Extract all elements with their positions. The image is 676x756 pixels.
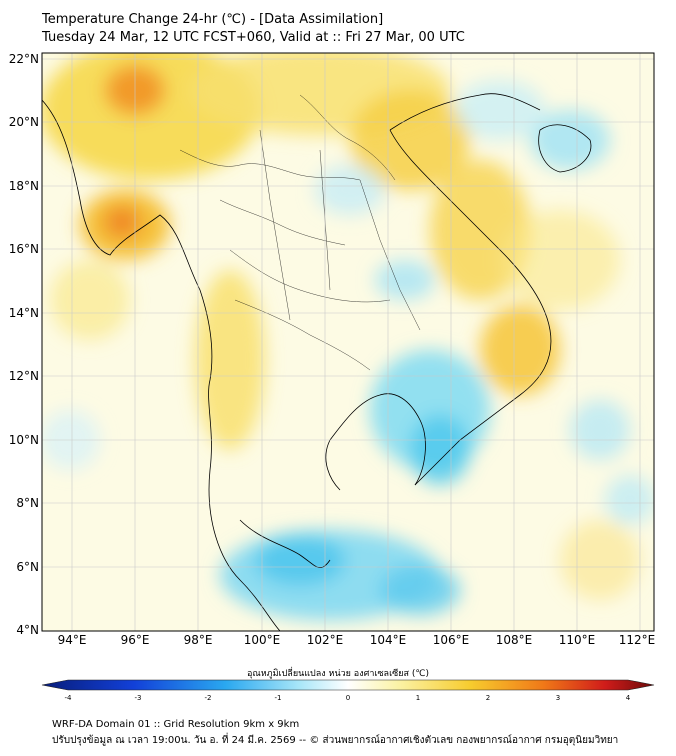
lat-label: 22°N <box>9 52 39 66</box>
map-title: Temperature Change 24-hr (℃) - [Data Ass… <box>42 12 384 27</box>
colorbar-gradient <box>41 679 655 691</box>
map-frame <box>41 52 655 632</box>
footer-model-info: WRF-DA Domain 01 :: Grid Resolution 9km … <box>52 719 300 730</box>
lat-label: 20°N <box>9 115 39 129</box>
lat-label: 16°N <box>9 242 39 256</box>
colorbar-tick: -3 <box>135 694 142 702</box>
lon-label: 112°E <box>619 633 656 647</box>
colorbar-tick: 1 <box>416 694 420 702</box>
lon-label: 102°E <box>307 633 344 647</box>
lon-label: 110°E <box>559 633 596 647</box>
lat-label: 4°N <box>16 623 39 637</box>
colorbar-tick: 3 <box>556 694 560 702</box>
lon-label: 94°E <box>58 633 87 647</box>
lon-label: 98°E <box>184 633 213 647</box>
lon-label: 100°E <box>244 633 281 647</box>
colorbar: -4 -3 -2 -1 0 1 2 3 4 <box>41 679 655 702</box>
colorbar-label: อุณหภูมิเปลี่ยนแปลง หน่วย องศาเซลเซียส (… <box>246 669 430 679</box>
province-borders <box>179 94 421 371</box>
lat-label: 6°N <box>16 560 39 574</box>
lon-label: 106°E <box>433 633 470 647</box>
colorbar-tick: 4 <box>626 694 631 702</box>
map-subtitle: Tuesday 24 Mar, 12 UTC FCST+060, Valid a… <box>42 30 465 45</box>
temperature-field <box>42 53 654 631</box>
lon-label: 108°E <box>496 633 533 647</box>
lon-label: 104°E <box>370 633 407 647</box>
colorbar-tick: -1 <box>275 694 282 702</box>
lat-label: 18°N <box>9 179 39 193</box>
lat-label: 12°N <box>9 369 39 383</box>
lat-label: 10°N <box>9 433 39 447</box>
lat-label: 14°N <box>9 306 39 320</box>
colorbar-tick: -2 <box>205 694 212 702</box>
colorbar-tick: -4 <box>65 694 73 702</box>
footer-credit: ปรับปรุงข้อมูล ณ เวลา 19:00น. วัน อ. ที่… <box>52 735 619 746</box>
colorbar-tick: 2 <box>486 694 490 702</box>
colorbar-tick: 0 <box>346 694 350 702</box>
lat-label: 8°N <box>16 496 39 510</box>
graticule <box>42 53 654 631</box>
lon-label: 96°E <box>121 633 150 647</box>
